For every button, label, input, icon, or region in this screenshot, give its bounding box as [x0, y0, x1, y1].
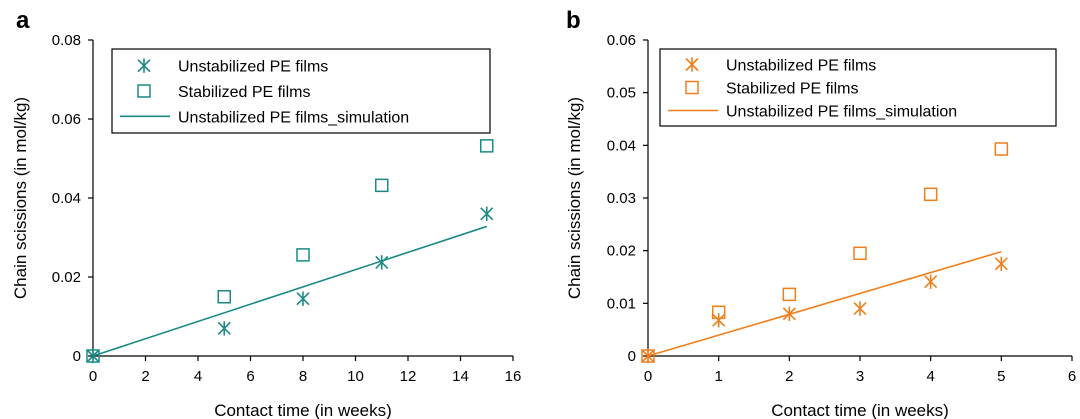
legend-marker-asterisk — [137, 58, 151, 73]
y-tick-label: 0.06 — [607, 32, 636, 49]
panel-label: b — [566, 7, 581, 34]
stabilized-point — [86, 349, 100, 363]
legend-entry: Unstabilized PE films_simulation — [726, 104, 957, 121]
y-tick-label: 0 — [628, 348, 636, 365]
x-tick-label: 10 — [347, 368, 364, 385]
simulation-line — [92, 225, 488, 357]
x-tick-label: 14 — [452, 368, 469, 385]
simulation-line — [647, 250, 1002, 357]
legend: Unstabilized PE films Stabilized PE films… — [659, 48, 1057, 127]
unstabilized-point — [217, 321, 231, 336]
y-axis-label: Chain scissions (in mol/kg) — [565, 97, 584, 299]
stabilized-point — [480, 139, 494, 153]
x-tick-label: 3 — [856, 368, 864, 385]
x-tick-label: 6 — [246, 368, 254, 385]
x-tick-label: 4 — [926, 368, 934, 385]
y-tick-label: 0.02 — [52, 269, 81, 286]
unstabilized-point — [375, 255, 389, 270]
legend-box — [659, 48, 1057, 127]
x-tick-label: 8 — [299, 368, 307, 385]
unstabilized-point — [924, 274, 938, 289]
legend-entry: Stabilized PE films — [178, 84, 311, 101]
x-tick-label: 16 — [505, 368, 522, 385]
panel-label: a — [16, 7, 30, 34]
legend-entry: Stabilized PE films — [726, 81, 859, 98]
legend: Unstabilized PE films Stabilized PE films… — [111, 48, 491, 134]
y-tick-label: 0.04 — [607, 137, 636, 154]
legend-marker-square — [137, 84, 151, 98]
y-tick-label: 0.06 — [52, 111, 81, 128]
stabilized-point — [711, 305, 726, 320]
stabilized-point — [782, 287, 797, 302]
x-tick-label: 12 — [400, 368, 417, 385]
legend-marker-square — [685, 80, 699, 95]
stabilized-point — [923, 187, 938, 202]
x-axis-label: Contact time (in weeks) — [771, 401, 949, 419]
stabilized-point — [641, 349, 655, 363]
stabilized-point — [853, 246, 867, 261]
unstabilized-point — [994, 256, 1008, 272]
x-tick-label: 2 — [785, 368, 793, 385]
unstabilized-point — [480, 206, 494, 221]
x-tick-label: 2 — [141, 368, 149, 385]
legend-marker-asterisk — [685, 57, 699, 72]
x-tick-label: 4 — [194, 368, 202, 385]
unstabilized-point — [712, 312, 726, 328]
x-tick-label: 6 — [1068, 368, 1076, 385]
legend-entry: Unstabilized PE films — [178, 59, 328, 76]
legend-entry: Unstabilized PE films — [726, 58, 876, 75]
chart-panel-b: b 0 0.01 0.02 0.03 0.04 0.05 0.06 0 1 2 3 4 5 6 Contact… — [565, 7, 1076, 419]
y-tick-label: 0.05 — [607, 85, 636, 102]
y-tick-label: 0.04 — [52, 190, 81, 207]
legend-entry: Unstabilized PE films_simulation — [178, 109, 409, 126]
chart-panel-a: a 0 0.02 0.04 0.06 0.08 0 2 4 6 8 10 12 14 16 Contact t… — [11, 7, 521, 419]
x-axis-label: Contact time (in weeks) — [214, 401, 392, 419]
x-tick-label: 0 — [89, 368, 97, 385]
y-tick-label: 0 — [73, 348, 81, 365]
legend-box — [111, 48, 491, 134]
stabilized-point — [375, 178, 389, 193]
unstabilized-point — [296, 291, 310, 306]
y-axis-label: Chain scissions (in mol/kg) — [11, 97, 30, 299]
x-tick-label: 1 — [714, 368, 722, 385]
y-tick-label: 0.03 — [607, 190, 636, 207]
stabilized-point — [994, 142, 1009, 156]
stabilized-point — [296, 248, 310, 262]
x-tick-label: 0 — [644, 368, 652, 385]
y-tick-label: 0.02 — [607, 243, 636, 260]
stabilized-point — [217, 290, 231, 304]
y-tick-label: 0.08 — [52, 32, 81, 49]
y-tick-label: 0.01 — [607, 295, 636, 312]
x-tick-label: 5 — [997, 368, 1005, 385]
unstabilized-point — [853, 301, 867, 316]
